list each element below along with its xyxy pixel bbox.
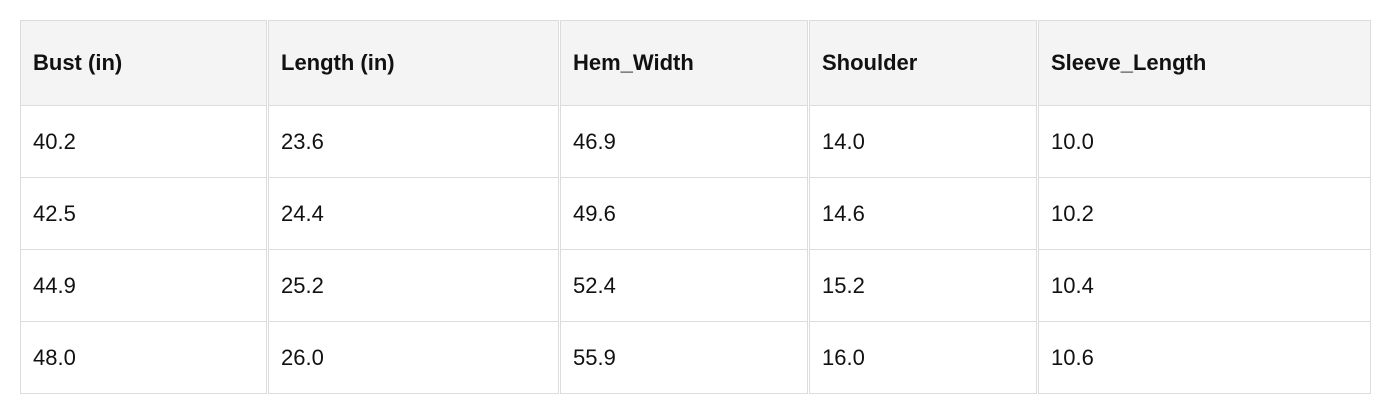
table-cell: 48.0 — [20, 322, 267, 394]
table-cell: 46.9 — [560, 106, 808, 178]
header-row: Bust (in) Length (in) Hem_Width Shoulder Sle… — [20, 20, 1371, 106]
table-row: 48.0 26.0 55.9 16.0 10.6 — [20, 322, 1371, 394]
table-cell: 10.4 — [1038, 250, 1371, 322]
table-row: 44.9 25.2 52.4 15.2 10.4 — [20, 250, 1371, 322]
table-cell: 10.6 — [1038, 322, 1371, 394]
table-cell: 25.2 — [268, 250, 559, 322]
table-cell: 23.6 — [268, 106, 559, 178]
table-cell: 16.0 — [809, 322, 1037, 394]
table-row: 40.2 23.6 46.9 14.0 10.0 — [20, 106, 1371, 178]
column-header: Sleeve_Length — [1038, 20, 1371, 106]
table-cell: 42.5 — [20, 178, 267, 250]
column-header: Bust (in) — [20, 20, 267, 106]
table-cell: 10.0 — [1038, 106, 1371, 178]
table-cell: 15.2 — [809, 250, 1037, 322]
table-cell: 52.4 — [560, 250, 808, 322]
table-cell: 49.6 — [560, 178, 808, 250]
table-cell: 14.0 — [809, 106, 1037, 178]
column-header: Length (in) — [268, 20, 559, 106]
size-table: Bust (in) Length (in) Hem_Width Shoulder Sle… — [19, 20, 1372, 394]
column-header: Hem_Width — [560, 20, 808, 106]
table-cell: 24.4 — [268, 178, 559, 250]
table-cell: 26.0 — [268, 322, 559, 394]
table-cell: 55.9 — [560, 322, 808, 394]
column-header: Shoulder — [809, 20, 1037, 106]
table-row: 42.5 24.4 49.6 14.6 10.2 — [20, 178, 1371, 250]
table-cell: 40.2 — [20, 106, 267, 178]
table-cell: 14.6 — [809, 178, 1037, 250]
table-cell: 10.2 — [1038, 178, 1371, 250]
table-cell: 44.9 — [20, 250, 267, 322]
